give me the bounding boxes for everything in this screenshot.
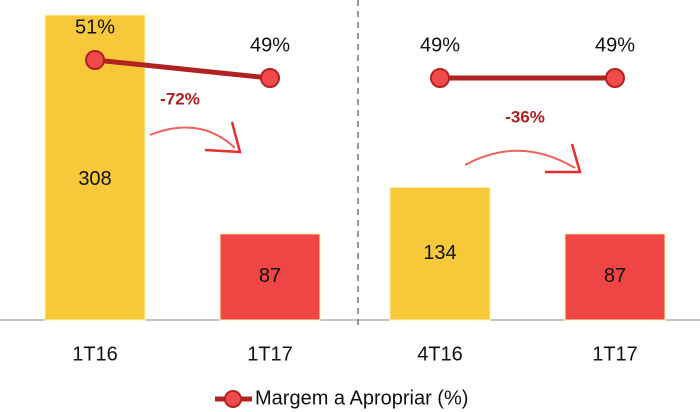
line-value-label: 49% — [250, 34, 290, 56]
x-tick-label: 1T16 — [72, 343, 118, 365]
bar-value-label: 134 — [423, 242, 456, 264]
annotation: -72% — [160, 89, 200, 108]
line-marker — [85, 50, 105, 70]
bar-value-label: 87 — [259, 265, 281, 287]
line-value-label: 51% — [75, 16, 115, 38]
line — [94, 57, 271, 81]
line-value-label: 49% — [420, 34, 460, 56]
bar — [564, 233, 666, 321]
arrow-head — [204, 121, 242, 154]
x-tick-label: 4T16 — [417, 343, 463, 365]
bar — [219, 233, 321, 321]
line-marker — [430, 68, 450, 88]
annotation: -36% — [505, 107, 545, 126]
line-marker — [260, 68, 280, 88]
bar — [389, 186, 491, 321]
line-marker — [605, 68, 625, 88]
arrow-head — [545, 143, 582, 174]
line-value-label: 49% — [595, 34, 635, 56]
arrow — [149, 126, 236, 149]
legend-label: Margem a Apropriar (%) — [255, 387, 468, 409]
x-tick-label: 1T17 — [247, 343, 293, 365]
legend-marker — [224, 390, 242, 408]
arrow — [464, 149, 576, 169]
bar-value-label: 308 — [78, 168, 111, 190]
x-tick-label: 1T17 — [592, 343, 638, 365]
bar-value-label: 87 — [604, 265, 626, 287]
